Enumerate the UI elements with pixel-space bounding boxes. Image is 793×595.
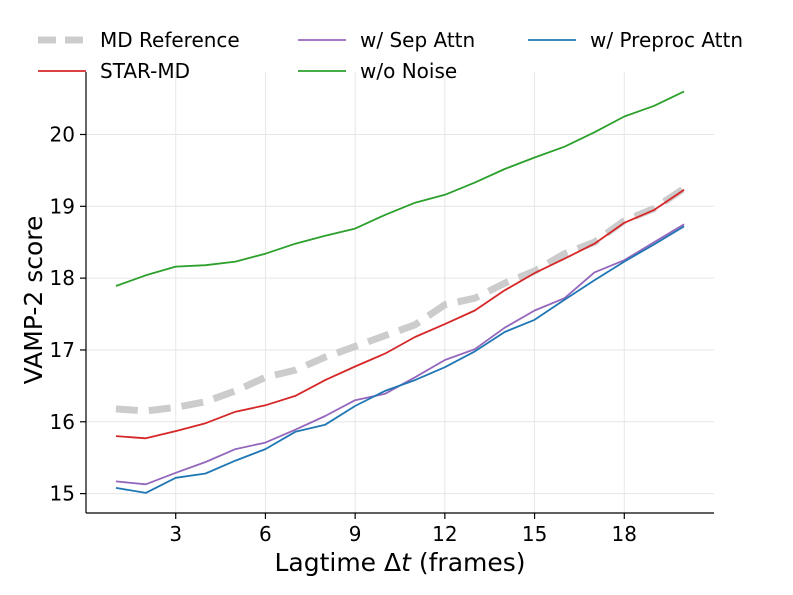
y-tick-label-16: 16	[50, 410, 75, 434]
x-tick-label-9: 9	[349, 522, 362, 546]
x-tick-label-3: 3	[169, 522, 182, 546]
axes	[85, 72, 714, 514]
legend-label-w-sep-attn: w/ Sep Attn	[360, 28, 475, 52]
series-line-w-preproc-attn	[115, 225, 685, 494]
x-axis-label: Lagtime Δt (frames)	[274, 548, 525, 577]
y-tick-label-15: 15	[50, 482, 75, 506]
legend-label-md-reference: MD Reference	[100, 28, 240, 52]
x-tick-label-6: 6	[259, 522, 272, 546]
series-line-star-md	[115, 189, 685, 440]
y-tick-label-18: 18	[50, 266, 75, 290]
y-tick-label-20: 20	[50, 122, 75, 146]
legend-label-star-md: STAR-MD	[100, 59, 190, 83]
series-line-md-reference	[115, 185, 687, 415]
series-lines	[115, 90, 687, 494]
y-axis-label: VAMP-2 score	[19, 216, 48, 385]
y-tick-label-19: 19	[50, 194, 75, 218]
legend-label-w-preproc-attn: w/ Preproc Attn	[590, 28, 743, 52]
ticks: 3 6 9 12 15 18 15 16 17 18 19 20	[50, 122, 637, 546]
legend: MD Reference STAR-MD w/ Sep Attn w/o Noise w…	[38, 28, 743, 83]
x-tick-label-12: 12	[432, 522, 457, 546]
series-line-w-sep-attn	[115, 223, 685, 486]
legend-label-w-o-noise: w/o Noise	[360, 59, 457, 83]
x-tick-label-15: 15	[522, 522, 547, 546]
grid-lines	[86, 72, 714, 513]
y-tick-label-17: 17	[50, 338, 75, 362]
series-line-w-o-noise	[115, 90, 685, 287]
x-tick-label-18: 18	[612, 522, 637, 546]
